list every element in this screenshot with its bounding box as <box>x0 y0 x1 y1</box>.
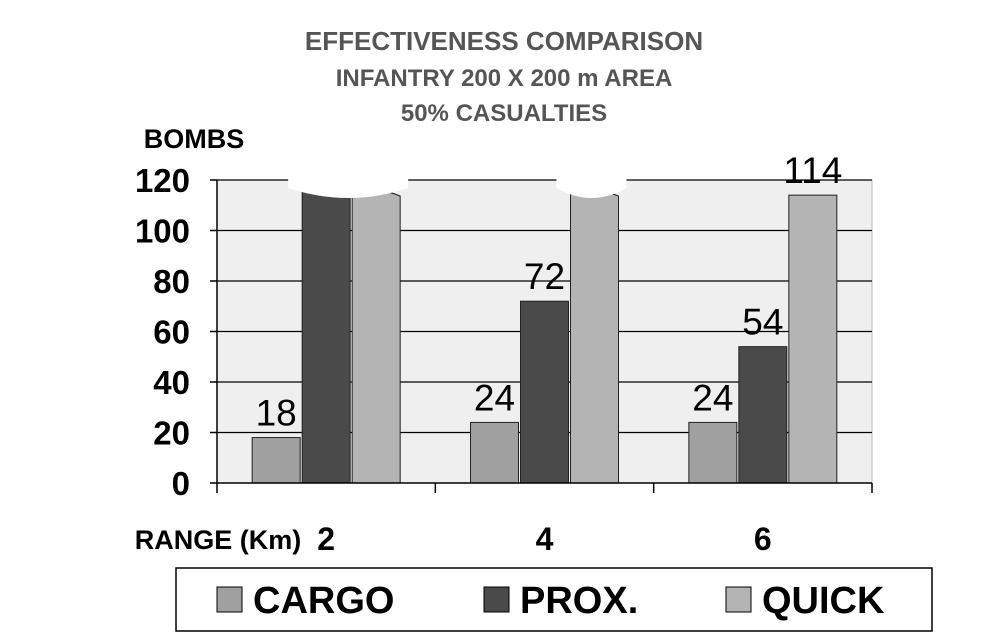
bar-cargo-4 <box>470 421 519 484</box>
legend-swatch-quick <box>725 586 752 613</box>
bar-cargo-6 <box>688 421 738 484</box>
legend-label: PROX. <box>520 580 638 622</box>
data-label: 24 <box>692 377 733 418</box>
legend-box <box>175 567 933 632</box>
y-tick-label: 40 <box>153 364 190 401</box>
x-tick-label: 4 <box>536 521 554 557</box>
bar-cargo-2 <box>251 437 301 484</box>
bar-quick-2-broken <box>351 189 401 484</box>
x-tick-label: 6 <box>754 521 772 557</box>
bar-prox-2-broken <box>301 189 351 484</box>
legend-label: CARGO <box>253 580 394 622</box>
data-label: 72 <box>524 256 565 297</box>
bars <box>251 176 838 484</box>
data-labels: 18 24 24 72 54 114 <box>256 150 843 433</box>
chart-title-line-1: EFFECTIVENESS COMPARISON <box>305 26 703 56</box>
chart-title-line-2: INFANTRY 200 X 200 m AREA <box>336 65 673 92</box>
axis-break-mark <box>288 176 409 198</box>
legend-swatch-prox <box>483 586 510 613</box>
y-tick-label: 60 <box>153 314 190 351</box>
bar-quick-4-broken <box>570 189 619 484</box>
bar-prox-6 <box>738 346 788 484</box>
legend: CARGO PROX. QUICK <box>216 580 885 622</box>
x-tick-label: 2 <box>317 521 335 557</box>
y-axis-ticks: 0 20 40 60 80 100 120 <box>135 162 218 502</box>
y-axis-label: BOMBS <box>144 124 245 154</box>
data-label: 54 <box>742 302 783 343</box>
bar-quick-6 <box>788 194 838 484</box>
legend-label: QUICK <box>762 580 885 622</box>
y-tick-label: 120 <box>135 162 190 199</box>
y-tick-label: 80 <box>153 263 190 300</box>
data-label: 114 <box>783 150 842 191</box>
y-tick-label: 100 <box>135 213 190 250</box>
axis-break-mark <box>556 176 627 198</box>
x-axis <box>216 482 873 493</box>
bar-prox-4 <box>520 300 569 484</box>
x-axis-tick-labels: 2 4 6 <box>317 521 771 557</box>
y-tick-label: 0 <box>172 465 190 502</box>
data-label: 18 <box>256 393 297 434</box>
chart-title-line-3: 50% CASUALTIES <box>401 100 607 127</box>
y-tick-label: 20 <box>153 415 190 452</box>
legend-swatch-cargo <box>216 586 243 613</box>
data-label: 24 <box>474 377 515 418</box>
x-axis-label: RANGE (Km) <box>135 525 302 555</box>
